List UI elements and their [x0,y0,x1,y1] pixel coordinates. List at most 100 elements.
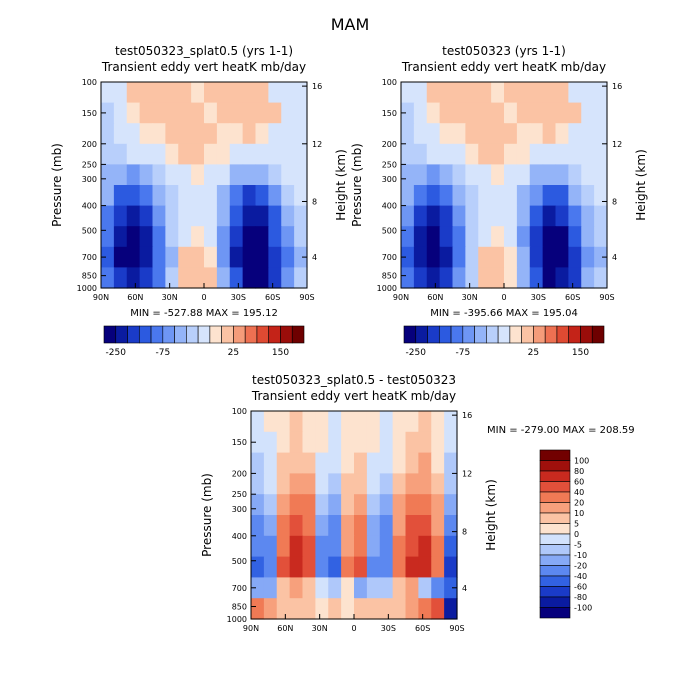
y-tick-label: 300 [232,505,247,514]
heatmap-cell [405,556,419,578]
heatmap-cell [328,452,342,474]
colorbar-label: -5 [574,541,582,550]
heatmap-cell [294,185,308,207]
heatmap-cell [568,226,582,248]
heatmap-cell [444,494,458,516]
heatmap-cell [452,82,466,104]
colorbar-label: 5 [574,520,579,529]
colorbar-swatch [509,325,522,344]
heatmap-cell [255,185,269,207]
y-tick-label: 200 [82,140,97,149]
heatmap-cell [242,102,257,124]
y-axis-right-label: Height (km) [334,149,348,220]
heatmap-cell [289,577,304,599]
heatmap-cell [478,123,492,145]
heatmap-cell [294,82,308,104]
heatmap-cell [152,164,166,186]
heatmap-cell [165,267,179,289]
heatmap-cell [126,82,141,104]
heatmap-cell [216,123,231,145]
heatmap-cell [413,102,428,124]
heatmap-cell [263,431,278,454]
heatmap-cell [401,82,415,104]
colorbar-label: 0 [574,530,579,539]
y-tick-label: 200 [382,140,397,149]
heatmap-cell [529,82,544,104]
heatmap-cell [251,411,265,433]
heatmap-cell [268,102,282,124]
heatmap-cell [405,494,419,516]
heatmap-cell [516,143,531,165]
heatmap-cell [242,246,257,268]
heatmap-cell [251,473,265,495]
heatmap-cell [101,226,115,248]
heatmap-cell [289,494,304,516]
heatmap-cell [204,185,218,207]
y-tick-label: 250 [232,490,247,499]
heatmap-cell [366,473,381,495]
heatmap-cell [281,102,295,124]
heatmap-cell [426,226,441,248]
heatmap-cell [439,226,454,248]
heatmap-cell [341,452,355,474]
heatmap-cell [328,473,342,495]
colorbar-label: -80 [574,593,587,602]
heatmap-cell [439,123,454,145]
heatmap-cell [294,205,308,227]
heatmap-cell [229,123,244,145]
heatmap-cell [439,82,454,104]
heatmap-cell [431,598,445,620]
heatmap-cell [555,143,569,165]
page-title: MAM [331,15,370,34]
y-axis-label: Pressure (mb) [50,143,64,227]
heatmap-cell [289,515,304,537]
heatmap-cell [516,205,531,227]
heatmap-cell [392,535,407,558]
colorbar-swatch [244,325,258,344]
y-right-tick-label: 16 [612,82,622,91]
heatmap-cell [263,473,278,495]
heatmap-cell [555,226,569,248]
colorbar-swatch [539,607,571,619]
heatmap-cell [276,515,291,537]
heatmap-cell [426,82,441,104]
heatmap-cell [444,431,458,454]
x-tick-label: 60N [277,624,293,633]
colorbar-label: 60 [574,478,584,487]
heatmap-cell [478,164,492,186]
heatmap-cell [444,535,458,558]
heatmap-cell [229,226,244,248]
heatmap-cell [229,164,244,186]
heatmap-cell [276,577,291,599]
colorbar-swatch [539,460,571,472]
heatmap-cell [268,246,282,268]
heatmap-cell [139,267,154,289]
heatmap-cell [101,267,115,289]
y-tick-label: 1000 [77,284,97,293]
y-tick-label: 850 [232,603,247,612]
heatmap-cell [413,82,428,104]
heatmap-cell [366,411,381,433]
heatmap-cell [165,246,179,268]
heatmap-cell [568,143,582,165]
heatmap-cell [465,143,479,165]
heatmap-cell [216,267,231,289]
heatmap-cell [354,411,368,433]
heatmap-cell [126,164,141,186]
colorbar-swatch [486,325,499,344]
heatmap-cell [126,267,141,289]
heatmap-cell [478,185,492,207]
heatmap-cell [452,205,466,227]
heatmap-cell [392,431,407,454]
y-axis-right-label: Height (km) [484,479,498,550]
heatmap-cell [289,535,304,558]
heatmap-cell [315,494,329,516]
colorbar-swatch [162,325,175,344]
heatmap-cell [302,494,316,516]
heatmap-cell [191,205,205,227]
colorbar-swatch [556,325,570,344]
heatmap-cell [255,226,269,248]
y-right-tick-label: 12 [462,469,472,478]
heatmap-cell [405,431,419,454]
heatmap-cell [542,143,557,165]
